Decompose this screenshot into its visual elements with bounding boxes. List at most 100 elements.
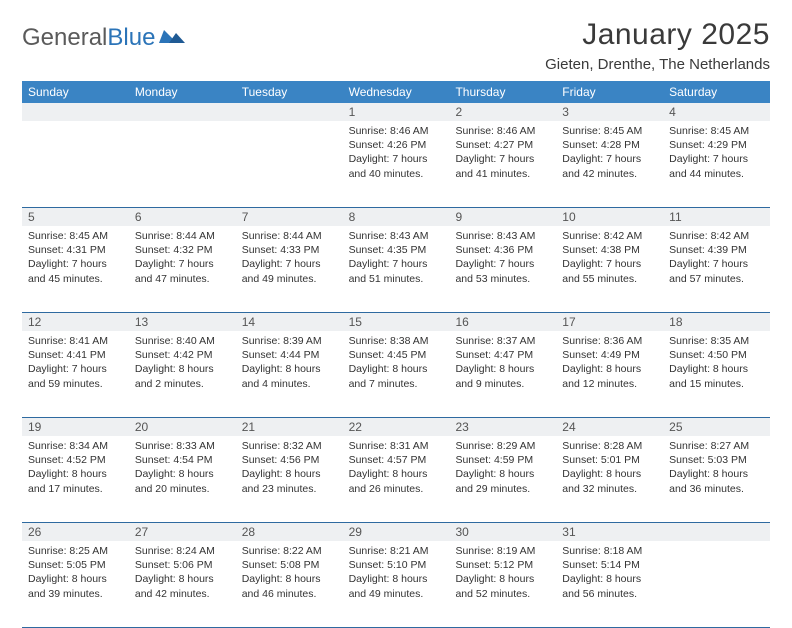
sunrise-text: Sunrise: 8:34 AM [28, 439, 123, 453]
day-cell [663, 541, 770, 627]
week-block: 19202122232425Sunrise: 8:34 AMSunset: 4:… [22, 418, 770, 523]
sunset-text: Sunset: 4:29 PM [669, 138, 764, 152]
week-block: 1234Sunrise: 8:46 AMSunset: 4:26 PMDayli… [22, 103, 770, 208]
day1-text: Daylight: 7 hours [135, 257, 230, 271]
logo-mark-icon [159, 24, 185, 52]
day-cell: Sunrise: 8:36 AMSunset: 4:49 PMDaylight:… [556, 331, 663, 417]
day2-text: and 36 minutes. [669, 482, 764, 496]
sunset-text: Sunset: 4:27 PM [455, 138, 550, 152]
day-cell: Sunrise: 8:40 AMSunset: 4:42 PMDaylight:… [129, 331, 236, 417]
sunset-text: Sunset: 4:59 PM [455, 453, 550, 467]
day1-text: Daylight: 8 hours [28, 467, 123, 481]
day-number: 13 [129, 313, 236, 331]
day-header: Sunday [22, 81, 129, 103]
sunset-text: Sunset: 5:14 PM [562, 558, 657, 572]
day1-text: Daylight: 8 hours [135, 572, 230, 586]
day2-text: and 12 minutes. [562, 377, 657, 391]
day2-text: and 53 minutes. [455, 272, 550, 286]
day-number: 24 [556, 418, 663, 436]
day2-text: and 44 minutes. [669, 167, 764, 181]
day-number: 22 [343, 418, 450, 436]
sunset-text: Sunset: 5:06 PM [135, 558, 230, 572]
day-header: Wednesday [343, 81, 450, 103]
sunrise-text: Sunrise: 8:41 AM [28, 334, 123, 348]
day1-text: Daylight: 7 hours [669, 152, 764, 166]
day2-text: and 7 minutes. [349, 377, 444, 391]
day1-text: Daylight: 7 hours [28, 257, 123, 271]
day-cell: Sunrise: 8:45 AMSunset: 4:31 PMDaylight:… [22, 226, 129, 312]
week-row: Sunrise: 8:45 AMSunset: 4:31 PMDaylight:… [22, 226, 770, 313]
day2-text: and 51 minutes. [349, 272, 444, 286]
sunrise-text: Sunrise: 8:44 AM [242, 229, 337, 243]
sunset-text: Sunset: 4:52 PM [28, 453, 123, 467]
sunrise-text: Sunrise: 8:21 AM [349, 544, 444, 558]
day-number: 9 [449, 208, 556, 226]
day-number: 5 [22, 208, 129, 226]
week-row: Sunrise: 8:25 AMSunset: 5:05 PMDaylight:… [22, 541, 770, 628]
day-cell: Sunrise: 8:39 AMSunset: 4:44 PMDaylight:… [236, 331, 343, 417]
sunset-text: Sunset: 4:44 PM [242, 348, 337, 362]
day-cell: Sunrise: 8:43 AMSunset: 4:36 PMDaylight:… [449, 226, 556, 312]
day-number: 31 [556, 523, 663, 541]
day1-text: Daylight: 8 hours [455, 572, 550, 586]
day-cell [22, 121, 129, 207]
day1-text: Daylight: 7 hours [455, 257, 550, 271]
day-cell: Sunrise: 8:29 AMSunset: 4:59 PMDaylight:… [449, 436, 556, 522]
day2-text: and 40 minutes. [349, 167, 444, 181]
sunrise-text: Sunrise: 8:24 AM [135, 544, 230, 558]
logo: GeneralBlue [22, 18, 185, 52]
sunrise-text: Sunrise: 8:42 AM [669, 229, 764, 243]
sunset-text: Sunset: 4:49 PM [562, 348, 657, 362]
sunset-text: Sunset: 4:57 PM [349, 453, 444, 467]
day2-text: and 32 minutes. [562, 482, 657, 496]
sunrise-text: Sunrise: 8:40 AM [135, 334, 230, 348]
day2-text: and 49 minutes. [349, 587, 444, 601]
sunrise-text: Sunrise: 8:45 AM [28, 229, 123, 243]
week-row: Sunrise: 8:46 AMSunset: 4:26 PMDaylight:… [22, 121, 770, 208]
week-row: Sunrise: 8:34 AMSunset: 4:52 PMDaylight:… [22, 436, 770, 523]
sunset-text: Sunset: 4:35 PM [349, 243, 444, 257]
day2-text: and 49 minutes. [242, 272, 337, 286]
day-cell: Sunrise: 8:46 AMSunset: 4:27 PMDaylight:… [449, 121, 556, 207]
day2-text: and 47 minutes. [135, 272, 230, 286]
day1-text: Daylight: 8 hours [135, 362, 230, 376]
day1-text: Daylight: 8 hours [135, 467, 230, 481]
sunrise-text: Sunrise: 8:35 AM [669, 334, 764, 348]
day-header: Thursday [449, 81, 556, 103]
day-cell: Sunrise: 8:32 AMSunset: 4:56 PMDaylight:… [236, 436, 343, 522]
day-number: 14 [236, 313, 343, 331]
day-cell: Sunrise: 8:33 AMSunset: 4:54 PMDaylight:… [129, 436, 236, 522]
month-title: January 2025 [545, 18, 770, 52]
day-number: 7 [236, 208, 343, 226]
sunset-text: Sunset: 5:05 PM [28, 558, 123, 572]
sunset-text: Sunset: 4:39 PM [669, 243, 764, 257]
sunrise-text: Sunrise: 8:46 AM [455, 124, 550, 138]
day-number: 29 [343, 523, 450, 541]
sunset-text: Sunset: 4:38 PM [562, 243, 657, 257]
day-cell: Sunrise: 8:35 AMSunset: 4:50 PMDaylight:… [663, 331, 770, 417]
day-number: 25 [663, 418, 770, 436]
day-number: 4 [663, 103, 770, 121]
day-cell: Sunrise: 8:19 AMSunset: 5:12 PMDaylight:… [449, 541, 556, 627]
day2-text: and 41 minutes. [455, 167, 550, 181]
sunrise-text: Sunrise: 8:38 AM [349, 334, 444, 348]
day2-text: and 57 minutes. [669, 272, 764, 286]
title-block: January 2025 Gieten, Drenthe, The Nether… [545, 18, 770, 73]
day2-text: and 20 minutes. [135, 482, 230, 496]
day1-text: Daylight: 8 hours [455, 467, 550, 481]
sunset-text: Sunset: 4:56 PM [242, 453, 337, 467]
sunrise-text: Sunrise: 8:39 AM [242, 334, 337, 348]
sunrise-text: Sunrise: 8:45 AM [562, 124, 657, 138]
sunrise-text: Sunrise: 8:22 AM [242, 544, 337, 558]
sunrise-text: Sunrise: 8:43 AM [455, 229, 550, 243]
day-number: 2 [449, 103, 556, 121]
calendar: Sunday Monday Tuesday Wednesday Thursday… [22, 81, 770, 628]
sunset-text: Sunset: 5:10 PM [349, 558, 444, 572]
day1-text: Daylight: 8 hours [562, 467, 657, 481]
day2-text: and 17 minutes. [28, 482, 123, 496]
day-header: Monday [129, 81, 236, 103]
sunrise-text: Sunrise: 8:27 AM [669, 439, 764, 453]
week-block: 567891011Sunrise: 8:45 AMSunset: 4:31 PM… [22, 208, 770, 313]
sunset-text: Sunset: 4:42 PM [135, 348, 230, 362]
logo-text-blue: Blue [107, 24, 155, 52]
